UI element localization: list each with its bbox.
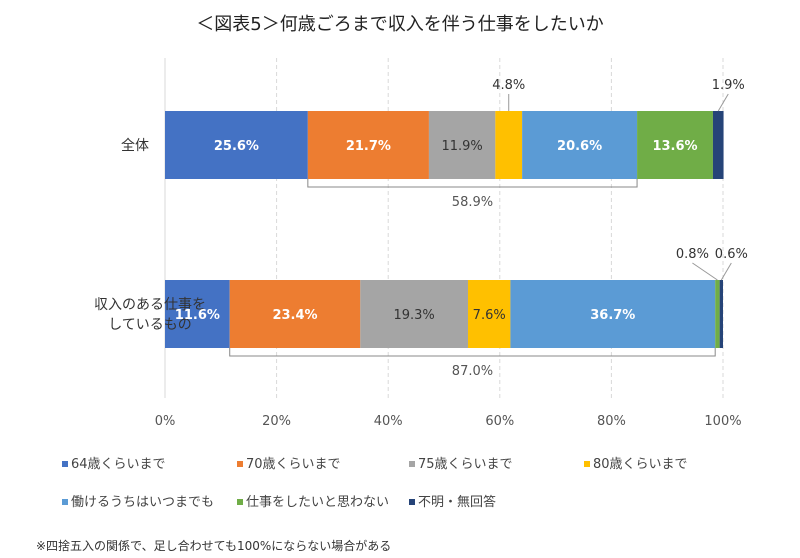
bar-segment [165, 280, 230, 348]
x-tick-label: 60% [485, 414, 514, 429]
legend-label: 70歳くらいまで [246, 457, 341, 472]
data-label: 25.6% [214, 139, 259, 154]
data-label: 4.8% [492, 78, 525, 93]
data-label: 7.6% [473, 308, 506, 323]
bar-segment [719, 280, 723, 348]
leader-line [720, 262, 732, 281]
data-label: 21.7% [346, 139, 391, 154]
data-label: 13.6% [652, 139, 697, 154]
bar-segment [637, 111, 713, 179]
data-label: 1.9% [712, 78, 745, 93]
bar-segment [522, 111, 638, 179]
x-tick-label: 100% [704, 414, 741, 429]
bar-segment [712, 111, 724, 179]
x-tick-label: 80% [597, 414, 626, 429]
category-label: 全体 [121, 137, 149, 154]
x-tick-label: 20% [262, 414, 291, 429]
legend-swatch [584, 461, 590, 467]
legend-label: 64歳くらいまで [71, 457, 166, 472]
legend-swatch [62, 499, 68, 505]
bar-segment [229, 280, 361, 348]
bar-segment [428, 111, 496, 179]
data-label: 11.9% [441, 139, 482, 154]
legend-label: 80歳くらいまで [593, 457, 688, 472]
data-label: 11.6% [175, 308, 220, 323]
legend-swatch [409, 499, 415, 505]
legend-swatch [409, 461, 415, 467]
bar-segment [495, 111, 523, 179]
legend-label: 不明・無回答 [418, 494, 496, 510]
data-label: 36.7% [590, 308, 635, 323]
bar-segment [510, 280, 716, 348]
legend-label: 75歳くらいまで [418, 457, 513, 472]
bar-segment [360, 280, 468, 348]
leader-line [717, 93, 729, 112]
data-label: 23.4% [272, 308, 317, 323]
bar-segment [715, 280, 720, 348]
legend-swatch [237, 499, 243, 505]
data-label: 0.6% [715, 247, 748, 262]
data-label: 20.6% [557, 139, 602, 154]
bracket-label: 58.9% [452, 195, 493, 210]
x-tick-label: 0% [155, 414, 176, 429]
legend-label: 仕事をしたいと思わない [246, 495, 389, 510]
category-label: しているもの [108, 317, 192, 333]
chart-title: ＜図表5＞何歳ごろまで収入を伴う仕事をしたいか [196, 14, 603, 35]
data-label: 19.3% [393, 308, 434, 323]
bar-segment [467, 280, 511, 348]
x-tick-label: 40% [374, 414, 403, 429]
bar-segment [165, 111, 308, 179]
legend-label: 働けるうちはいつまでも [71, 495, 214, 510]
bracket-label: 87.0% [452, 364, 493, 379]
bracket [229, 348, 716, 357]
legend-swatch [237, 461, 243, 467]
bracket [307, 179, 638, 188]
bar-segment [307, 111, 429, 179]
category-label: 収入のある仕事を [94, 297, 206, 313]
legend-swatch [62, 461, 68, 467]
leader-line [692, 262, 718, 281]
footnote: ※四捨五入の関係で、足し合わせても100%にならない場合がある [36, 538, 391, 553]
data-label: 0.8% [676, 247, 709, 262]
